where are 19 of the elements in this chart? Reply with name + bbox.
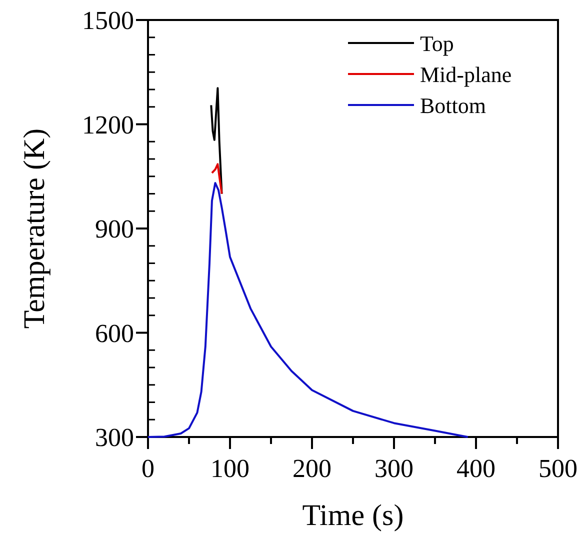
y-tick-label: 1500 — [82, 6, 134, 35]
legend-label: Top — [420, 31, 454, 56]
y-tick-label: 1200 — [82, 110, 134, 140]
line-series — [147, 182, 469, 438]
x-tick-label: 500 — [538, 454, 578, 483]
x-tick-label: 200 — [292, 454, 332, 483]
x-tick-label: 0 — [142, 454, 154, 483]
y-tick-label: 900 — [95, 214, 134, 244]
x-tick-label: 400 — [456, 454, 496, 483]
x-tick-label: 300 — [374, 454, 414, 483]
line-series — [210, 163, 223, 195]
legend-label: Bottom — [420, 93, 486, 118]
y-tick-label: 300 — [95, 423, 134, 452]
x-axis-title: Time (s) — [302, 499, 404, 532]
y-tick-label: 600 — [95, 318, 134, 348]
legend-label: Mid-plane — [420, 62, 512, 87]
y-axis-title: Temperature (K) — [18, 128, 51, 329]
line-series — [210, 87, 223, 195]
x-tick-label: 100 — [210, 454, 250, 483]
